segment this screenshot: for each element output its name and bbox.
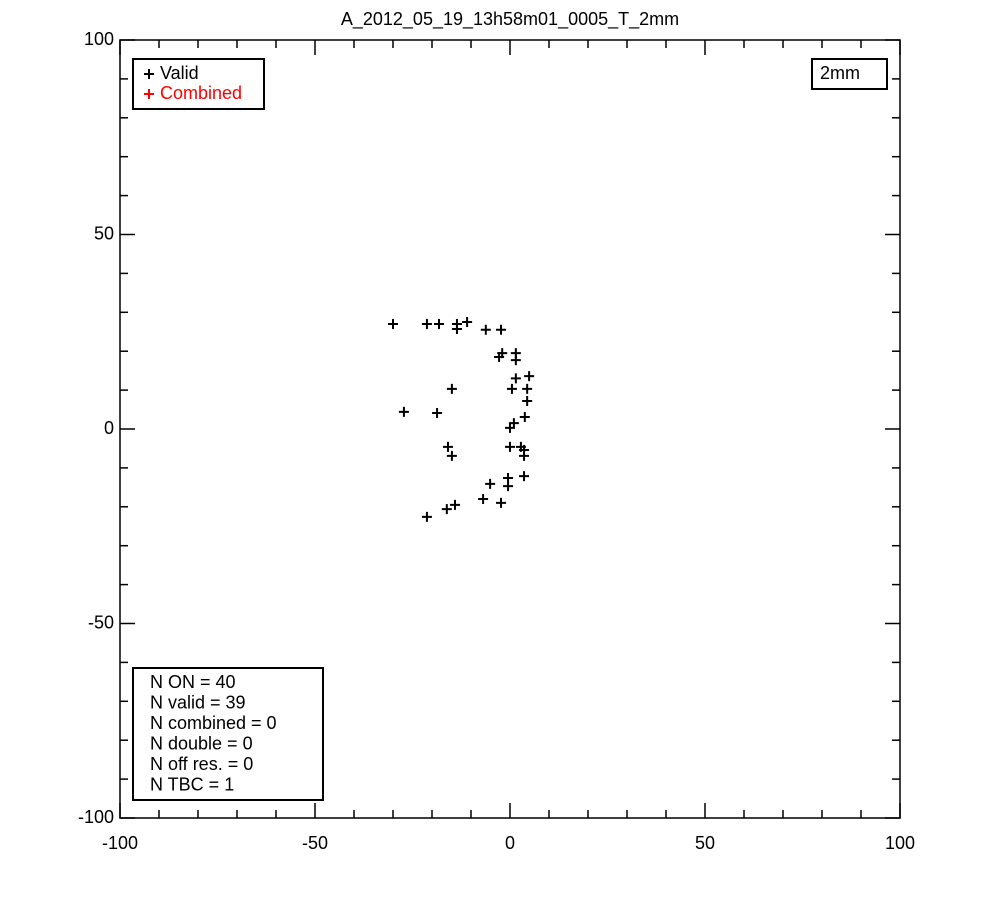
point <box>496 497 507 508</box>
y-tick-label: 0 <box>104 418 114 438</box>
stats-line: N double = 0 <box>150 733 253 753</box>
point <box>497 348 508 359</box>
point <box>451 318 462 329</box>
legend-marker <box>144 69 154 79</box>
point <box>421 511 432 522</box>
annotation: 2mm <box>820 63 860 83</box>
point <box>522 395 533 406</box>
y-tick-label: -50 <box>88 612 114 632</box>
point <box>442 441 453 452</box>
point <box>462 317 473 328</box>
stats-box <box>132 667 324 801</box>
point <box>398 406 409 417</box>
x-tick-label: 100 <box>885 833 915 853</box>
point <box>480 324 491 335</box>
point <box>446 383 457 394</box>
legend-label: Combined <box>160 83 242 103</box>
x-tick-label: 50 <box>695 833 715 853</box>
y-tick-label: 50 <box>94 223 114 243</box>
point <box>450 499 461 510</box>
point <box>506 383 517 394</box>
stats-line: N valid = 39 <box>150 692 246 712</box>
point <box>432 408 443 419</box>
stats-line: N combined = 0 <box>150 713 277 733</box>
stats-line: N off res. = 0 <box>150 754 253 774</box>
point <box>388 318 398 329</box>
legend-label: Valid <box>160 63 199 83</box>
point <box>510 355 521 366</box>
point <box>503 481 514 492</box>
legend-box <box>132 58 265 110</box>
x-tick-label: 0 <box>505 833 515 853</box>
point <box>519 450 530 461</box>
point <box>478 494 489 505</box>
point <box>522 383 533 394</box>
stats-line: N ON = 40 <box>150 672 236 692</box>
x-tick-label: -50 <box>302 833 328 853</box>
legend-marker <box>144 89 154 99</box>
point <box>446 450 457 461</box>
point <box>421 318 432 329</box>
stats-line: N TBC = 1 <box>150 774 234 794</box>
point <box>485 478 496 489</box>
y-tick-label: -100 <box>78 807 114 827</box>
point <box>441 504 452 515</box>
chart-title: A_2012_05_19_13h58m01_0005_T_2mm <box>341 9 679 30</box>
point <box>524 371 535 382</box>
point <box>519 471 530 482</box>
point <box>434 318 445 329</box>
point <box>505 441 515 452</box>
y-tick-label: 100 <box>84 29 114 49</box>
point <box>505 422 515 433</box>
point <box>510 373 521 384</box>
annotation-box <box>811 58 888 90</box>
point <box>496 324 507 335</box>
point <box>519 411 530 422</box>
x-tick-label: -100 <box>102 833 138 853</box>
